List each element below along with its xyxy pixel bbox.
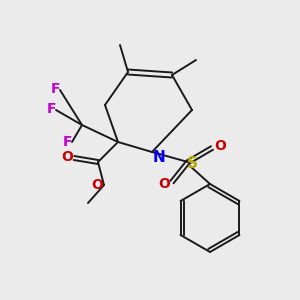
Text: O: O — [61, 150, 73, 164]
Text: F: F — [46, 102, 56, 116]
Text: O: O — [91, 178, 103, 192]
Text: O: O — [158, 177, 170, 191]
Text: N: N — [153, 149, 165, 164]
Text: F: F — [62, 135, 72, 149]
Text: F: F — [50, 82, 60, 96]
Text: O: O — [214, 139, 226, 153]
Text: S: S — [187, 157, 197, 172]
